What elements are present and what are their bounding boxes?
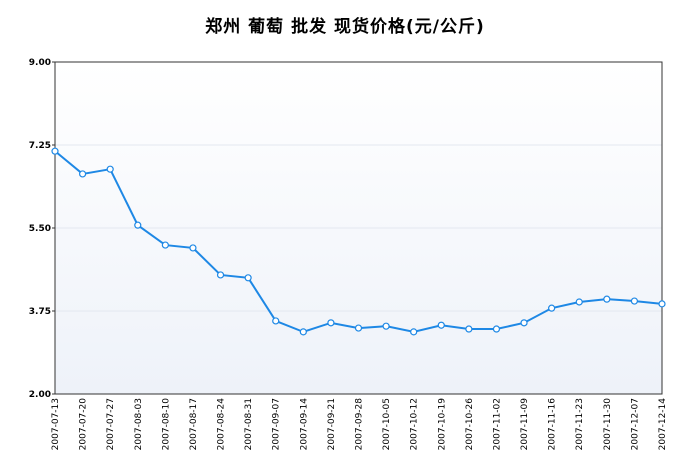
x-tick-label: 2007-11-02 xyxy=(492,398,502,450)
y-tick-label: 5.50 xyxy=(29,224,51,234)
x-tick-label: 2007-08-31 xyxy=(244,398,254,450)
x-tick-label: 2007-11-23 xyxy=(575,398,585,450)
data-point xyxy=(51,147,59,155)
x-tick-label: 2007-11-30 xyxy=(603,398,613,451)
y-tick-label: 2.00 xyxy=(29,390,51,400)
x-tick-label: 2007-12-07 xyxy=(630,398,640,450)
data-point xyxy=(134,221,142,229)
x-tick-label: 2007-11-16 xyxy=(548,398,558,451)
x-tick-label: 2007-10-26 xyxy=(465,398,475,451)
x-tick-label: 2007-12-14 xyxy=(658,398,668,451)
x-tick-label: 2007-07-20 xyxy=(79,398,89,451)
x-tick-label: 2007-07-13 xyxy=(51,398,61,450)
data-point xyxy=(244,274,252,282)
x-tick-label: 2007-08-17 xyxy=(189,398,199,450)
x-tick-label: 2007-09-07 xyxy=(272,398,282,450)
y-tick-label: 3.75 xyxy=(29,307,51,317)
x-tick-label: 2007-10-05 xyxy=(382,398,392,450)
data-point xyxy=(106,165,114,173)
data-point xyxy=(299,328,307,336)
x-tick-label: 2007-08-03 xyxy=(134,398,144,450)
x-tick-label: 2007-10-19 xyxy=(437,398,447,451)
data-point xyxy=(465,325,473,333)
x-tick-label: 2007-08-24 xyxy=(217,398,227,451)
y-tick-label: 9.00 xyxy=(29,58,51,68)
plot-frame xyxy=(54,61,663,395)
chart-title: 郑州 葡萄 批发 现货价格(元/公斤) xyxy=(205,16,485,37)
data-point xyxy=(658,300,666,308)
data-point xyxy=(437,321,445,329)
y-tick-label: 7.25 xyxy=(29,141,51,151)
data-point xyxy=(603,295,611,303)
data-point xyxy=(78,170,87,178)
x-tick-label: 2007-10-12 xyxy=(410,398,420,450)
data-point xyxy=(189,244,197,252)
data-point xyxy=(382,322,390,330)
x-tick-label: 2007-09-21 xyxy=(327,398,337,450)
data-point xyxy=(216,271,225,279)
x-tick-label: 2007-08-10 xyxy=(161,398,171,451)
data-point xyxy=(272,317,280,325)
data-point xyxy=(161,241,169,249)
data-point xyxy=(354,324,363,332)
data-point xyxy=(575,298,583,306)
x-tick-label: 2007-09-14 xyxy=(299,398,309,451)
data-point xyxy=(520,319,528,327)
data-point xyxy=(492,325,501,333)
data-point xyxy=(630,297,639,305)
x-tick-label: 2007-07-27 xyxy=(106,398,116,450)
data-point xyxy=(410,328,418,336)
data-point xyxy=(327,319,335,327)
x-tick-label: 2007-09-28 xyxy=(355,398,365,451)
data-point xyxy=(548,304,556,312)
x-tick-label: 2007-11-09 xyxy=(520,398,530,451)
